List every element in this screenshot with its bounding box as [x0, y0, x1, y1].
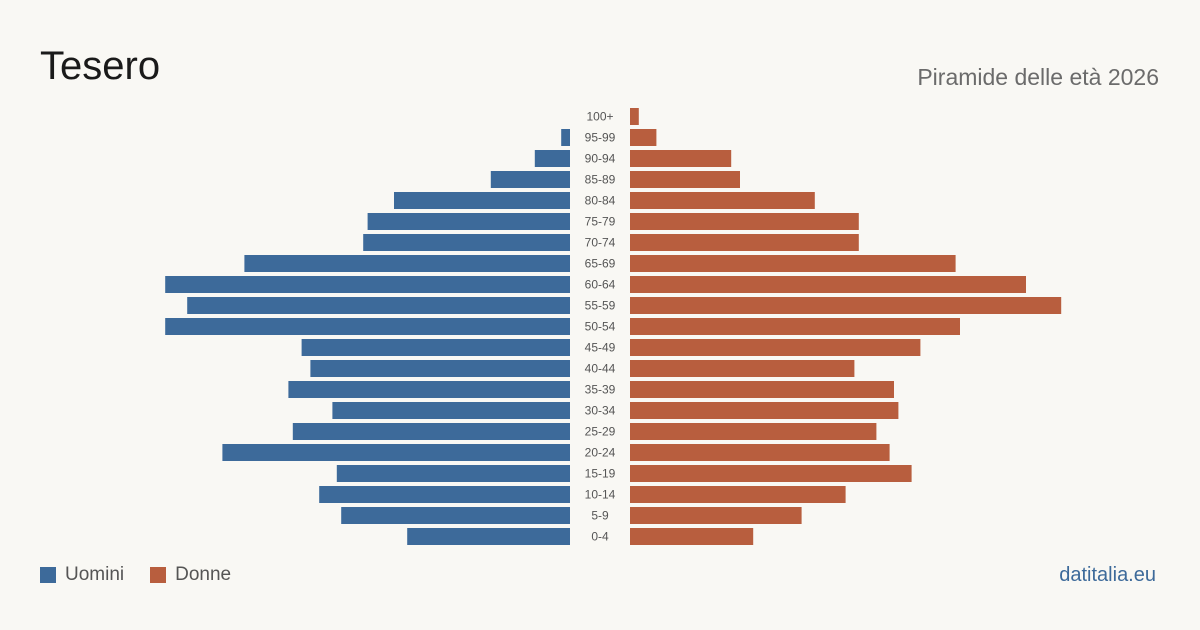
legend-item-men: Uomini: [40, 564, 124, 586]
age-label-30-34: 30-34: [585, 404, 616, 418]
legend-label-men: Uomini: [65, 564, 125, 585]
age-label-95-99: 95-99: [585, 131, 616, 145]
age-label-0-4: 0-4: [591, 530, 609, 544]
bar-women-15-19: [630, 465, 912, 482]
age-label-55-59: 55-59: [585, 299, 616, 313]
bar-women-75-79: [630, 213, 859, 230]
legend-label-women: Donne: [175, 564, 232, 585]
legend: Uomini Donne: [40, 564, 257, 586]
legend-swatch-men: [40, 567, 56, 583]
bar-men-80-84: [394, 192, 570, 209]
bar-women-10-14: [630, 486, 846, 503]
legend-swatch-women: [150, 567, 167, 583]
bar-women-40-44: [630, 360, 855, 377]
age-label-5-9: 5-9: [591, 509, 609, 523]
age-label-40-44: 40-44: [585, 362, 616, 376]
bar-women-65-69: [630, 255, 956, 272]
age-label-25-29: 25-29: [585, 425, 616, 439]
age-label-60-64: 60-64: [585, 278, 616, 292]
bar-women-30-34: [630, 402, 899, 419]
bar-women-85-89: [630, 171, 740, 188]
bar-men-70-74: [363, 234, 570, 251]
age-label-85-89: 85-89: [585, 173, 616, 187]
bar-men-45-49: [301, 339, 570, 356]
bar-men-90-94: [534, 150, 570, 167]
bar-men-75-79: [367, 213, 570, 230]
age-label-20-24: 20-24: [585, 446, 616, 460]
bar-men-35-39: [288, 381, 570, 398]
bar-men-0-4: [407, 528, 570, 545]
bar-women-0-4: [630, 528, 754, 545]
bar-men-55-59: [187, 297, 570, 314]
bar-men-65-69: [244, 255, 570, 272]
age-label-10-14: 10-14: [585, 488, 616, 502]
bar-men-85-89: [490, 171, 570, 188]
bar-women-80-84: [630, 192, 815, 209]
bar-men-40-44: [310, 360, 570, 377]
legend-item-women: Donne: [150, 564, 231, 586]
bar-women-55-59: [630, 297, 1062, 314]
age-label-80-84: 80-84: [585, 194, 616, 208]
bar-women-100plus: [630, 108, 639, 125]
bar-women-90-94: [630, 150, 732, 167]
bar-women-95-99: [630, 129, 657, 146]
bar-women-20-24: [630, 444, 890, 461]
bar-men-20-24: [222, 444, 570, 461]
bar-women-70-74: [630, 234, 859, 251]
bar-women-5-9: [630, 507, 802, 524]
bar-men-10-14: [319, 486, 570, 503]
bar-men-25-29: [292, 423, 570, 440]
bar-men-60-64: [165, 276, 570, 293]
age-label-35-39: 35-39: [585, 383, 616, 397]
bar-men-15-19: [336, 465, 570, 482]
bar-men-50-54: [165, 318, 570, 335]
age-label-65-69: 65-69: [585, 257, 616, 271]
age-label-70-74: 70-74: [585, 236, 616, 250]
age-label-50-54: 50-54: [585, 320, 616, 334]
bar-men-95-99: [561, 129, 570, 146]
source-link[interactable]: datitalia.eu: [1059, 564, 1156, 586]
bar-women-45-49: [630, 339, 921, 356]
chart-title: Tesero: [40, 44, 161, 88]
chart-subtitle: Piramide delle età 2026: [917, 64, 1159, 90]
bar-women-50-54: [630, 318, 960, 335]
bar-men-30-34: [332, 402, 570, 419]
age-label-75-79: 75-79: [585, 215, 616, 229]
age-label-15-19: 15-19: [585, 467, 616, 481]
age-label-100plus: 100+: [586, 110, 613, 124]
bar-women-60-64: [630, 276, 1026, 293]
bar-men-5-9: [341, 507, 570, 524]
bar-women-35-39: [630, 381, 894, 398]
age-label-90-94: 90-94: [585, 152, 616, 166]
bar-women-25-29: [630, 423, 877, 440]
age-label-45-49: 45-49: [585, 341, 616, 355]
